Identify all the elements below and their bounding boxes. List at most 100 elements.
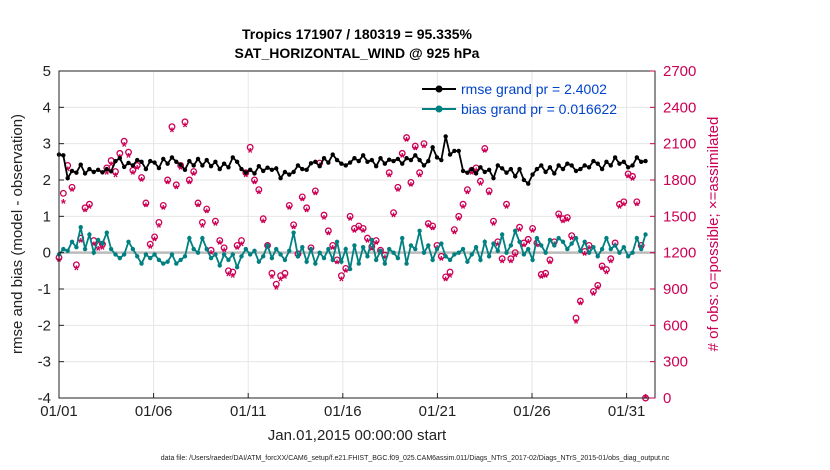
rmse-point bbox=[135, 157, 140, 163]
obs-possible-point bbox=[172, 181, 180, 189]
y-right-tick-label: 1500 bbox=[663, 208, 696, 225]
bias-point bbox=[239, 254, 244, 259]
obs-possible-point bbox=[146, 240, 154, 248]
bias-point bbox=[556, 235, 561, 241]
rmse-point bbox=[447, 152, 453, 157]
rmse-point bbox=[491, 175, 496, 181]
rmse-point bbox=[634, 155, 640, 160]
obs-possible-point bbox=[450, 226, 458, 234]
obs-possible-point bbox=[576, 297, 584, 305]
obs-assimilated-point: * bbox=[169, 125, 175, 140]
rmse-point bbox=[434, 155, 440, 160]
obs-assimilated-point: * bbox=[313, 188, 319, 203]
obs-possible-point bbox=[485, 187, 493, 195]
bias-point bbox=[121, 252, 127, 257]
y-right-tick-label: 2700 bbox=[663, 63, 696, 80]
obs-assimilated-point: * bbox=[521, 240, 527, 255]
obs-assimilated-point: * bbox=[504, 201, 510, 216]
rmse-point bbox=[334, 157, 340, 163]
rmse-point bbox=[204, 157, 209, 163]
obs-assimilated-point: * bbox=[565, 214, 571, 229]
rmse-point bbox=[200, 163, 205, 168]
obs-assimilated-point: * bbox=[335, 257, 341, 272]
rmse-point bbox=[482, 169, 487, 175]
rmse-point bbox=[165, 161, 170, 166]
rmse-point bbox=[360, 153, 366, 158]
bias-point bbox=[226, 257, 231, 263]
obs-assimilated-point: * bbox=[539, 271, 545, 286]
bias-point bbox=[617, 250, 622, 255]
obs-possible-point bbox=[142, 199, 150, 207]
bias-point bbox=[643, 232, 648, 237]
bias-point bbox=[547, 237, 553, 243]
bias-point bbox=[213, 252, 218, 257]
bias-point bbox=[287, 248, 292, 254]
bias-point bbox=[139, 261, 144, 266]
bias-point bbox=[104, 230, 109, 235]
rmse-point bbox=[499, 166, 505, 171]
bias-point bbox=[443, 254, 448, 259]
rmse-point bbox=[373, 163, 379, 169]
obs-assimilated-point: * bbox=[430, 223, 436, 238]
obs-possible-point bbox=[268, 269, 276, 277]
rmse-point bbox=[261, 168, 266, 174]
obs-possible-point bbox=[589, 287, 597, 295]
y-left-tick-label: -2 bbox=[38, 317, 51, 334]
obs-assimilated-point: * bbox=[135, 162, 141, 177]
bias-point bbox=[469, 252, 474, 257]
obs-possible-point bbox=[298, 193, 306, 201]
bias-point bbox=[265, 243, 270, 248]
rmse-series-line bbox=[58, 136, 646, 186]
rmse-point bbox=[517, 166, 522, 172]
obs-assimilated-point: * bbox=[408, 179, 414, 194]
obs-assimilated-point: * bbox=[243, 169, 249, 184]
obs-possible-point bbox=[185, 176, 193, 184]
rmse-point bbox=[308, 161, 314, 166]
obs-assimilated-point: * bbox=[600, 263, 606, 278]
obs-possible-point bbox=[364, 234, 371, 242]
obs-assimilated-point: * bbox=[274, 282, 280, 297]
obs-assimilated-point: * bbox=[634, 198, 640, 213]
bias-point bbox=[87, 232, 92, 237]
obs-possible-point bbox=[594, 281, 602, 289]
rmse-point bbox=[113, 158, 118, 164]
bias-point bbox=[365, 254, 370, 259]
obs-possible-point bbox=[220, 244, 228, 252]
x-tick-label: 01/21 bbox=[419, 403, 457, 420]
bias-point bbox=[295, 254, 301, 259]
rmse-point bbox=[226, 165, 231, 170]
obs-assimilated-point: * bbox=[61, 196, 67, 211]
obs-possible-point bbox=[607, 255, 615, 263]
obs-assimilated-point: * bbox=[452, 226, 458, 241]
obs-possible-point bbox=[620, 198, 628, 206]
obs-possible-point bbox=[194, 199, 202, 207]
legend-rmse-marker bbox=[435, 85, 443, 93]
obs-possible-point bbox=[246, 143, 254, 151]
bias-point bbox=[182, 254, 188, 259]
y-left-tick-label: 3 bbox=[43, 136, 51, 153]
bias-point bbox=[573, 235, 579, 241]
obs-possible-point bbox=[72, 261, 80, 269]
x-tick-label: 01/06 bbox=[135, 403, 173, 420]
rmse-point bbox=[404, 156, 409, 161]
rmse-point bbox=[343, 163, 348, 168]
obs-assimilated-point: * bbox=[78, 235, 84, 250]
obs-possible-point bbox=[572, 314, 580, 322]
rmse-point bbox=[152, 160, 157, 165]
chart-title-line1: Tropics 171907 / 180319 = 95.335% bbox=[242, 26, 473, 42]
rmse-point bbox=[300, 166, 305, 172]
obs-assimilated-point: * bbox=[182, 120, 188, 135]
obs-assimilated-point: * bbox=[326, 228, 332, 243]
rmse-point bbox=[169, 155, 175, 160]
bias-point bbox=[347, 266, 353, 272]
rmse-point bbox=[87, 166, 92, 172]
rmse-point bbox=[508, 166, 514, 172]
obs-possible-point bbox=[138, 174, 146, 182]
obs-possible-point bbox=[233, 241, 241, 249]
rmse-point bbox=[265, 165, 270, 170]
obs-possible-point bbox=[168, 123, 176, 131]
rmse-point bbox=[638, 159, 644, 165]
rmse-point bbox=[456, 148, 461, 154]
rmse-point bbox=[269, 167, 275, 173]
obs-possible-point bbox=[120, 137, 128, 145]
